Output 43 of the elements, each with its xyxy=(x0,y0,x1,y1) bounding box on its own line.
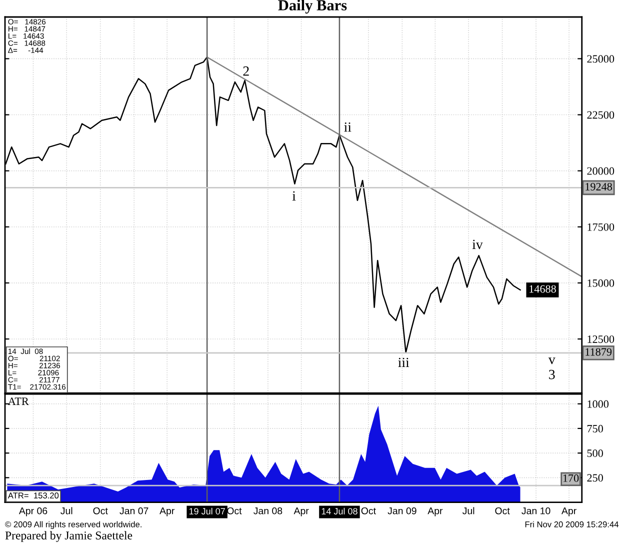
y-tick-label: 25000 xyxy=(587,55,614,63)
text: © 2009 All rights reserved worldwide. xyxy=(5,521,142,529)
x-tick-label: Apr xyxy=(160,507,174,516)
x-tick-label: Oct xyxy=(93,507,108,514)
chart-title: Daily Bars xyxy=(278,0,347,14)
ref-line-label: 170 xyxy=(563,474,579,482)
annotation: v xyxy=(548,358,556,364)
text: Prepared by Jamie Saettele xyxy=(5,531,132,542)
ref-line-label: 19 Jul 07 xyxy=(189,508,225,514)
y-tick-label: 1000 xyxy=(588,400,609,408)
ref-line-label: 19248 xyxy=(586,182,612,190)
y-tick-label: 17500 xyxy=(588,223,614,231)
y-tick-label: 15000 xyxy=(588,279,614,287)
annotation: iv xyxy=(472,240,483,250)
x-tick-label: Oct xyxy=(495,507,510,514)
x-tick-label: Apr xyxy=(428,507,443,516)
x-tick-label: Apr xyxy=(561,507,576,516)
y-tick-label: 500 xyxy=(587,450,603,458)
x-tick-label: Oct xyxy=(361,507,376,514)
x-tick-label: Jul xyxy=(60,507,72,514)
annotation: iii xyxy=(398,358,410,368)
y-tick-label: 22500 xyxy=(587,111,614,119)
y-tick-label: 750 xyxy=(587,424,603,432)
y-tick-label: 250 xyxy=(587,474,603,482)
y-tick-label: 20000 xyxy=(587,167,614,175)
x-tick-label: Jul xyxy=(462,507,474,514)
text: Fri Nov 20 2009 15:29:44 xyxy=(525,521,619,528)
ref-line-label: 11879 xyxy=(586,348,612,356)
annotation: ATR= 153.20 xyxy=(8,492,59,498)
annotation: 3 xyxy=(549,370,555,380)
annotation: 2 xyxy=(243,66,249,76)
ref-line-label: 14 Jul 08 xyxy=(322,508,358,514)
data-label: 14688 xyxy=(530,285,556,293)
x-tick-label: Jan 07 xyxy=(120,507,148,514)
x-tick-label: Jan 10 xyxy=(522,507,550,514)
chart-title: ATR xyxy=(8,398,29,405)
y-tick-label: 12500 xyxy=(588,335,614,343)
x-tick-label: Jan 08 xyxy=(254,507,282,514)
annotation: ii xyxy=(344,122,352,132)
x-tick-label: Apr xyxy=(294,507,309,516)
annotation: i xyxy=(292,191,296,200)
x-tick-label: Apr 06 xyxy=(18,507,48,516)
x-tick-label: Jan 09 xyxy=(388,507,416,514)
